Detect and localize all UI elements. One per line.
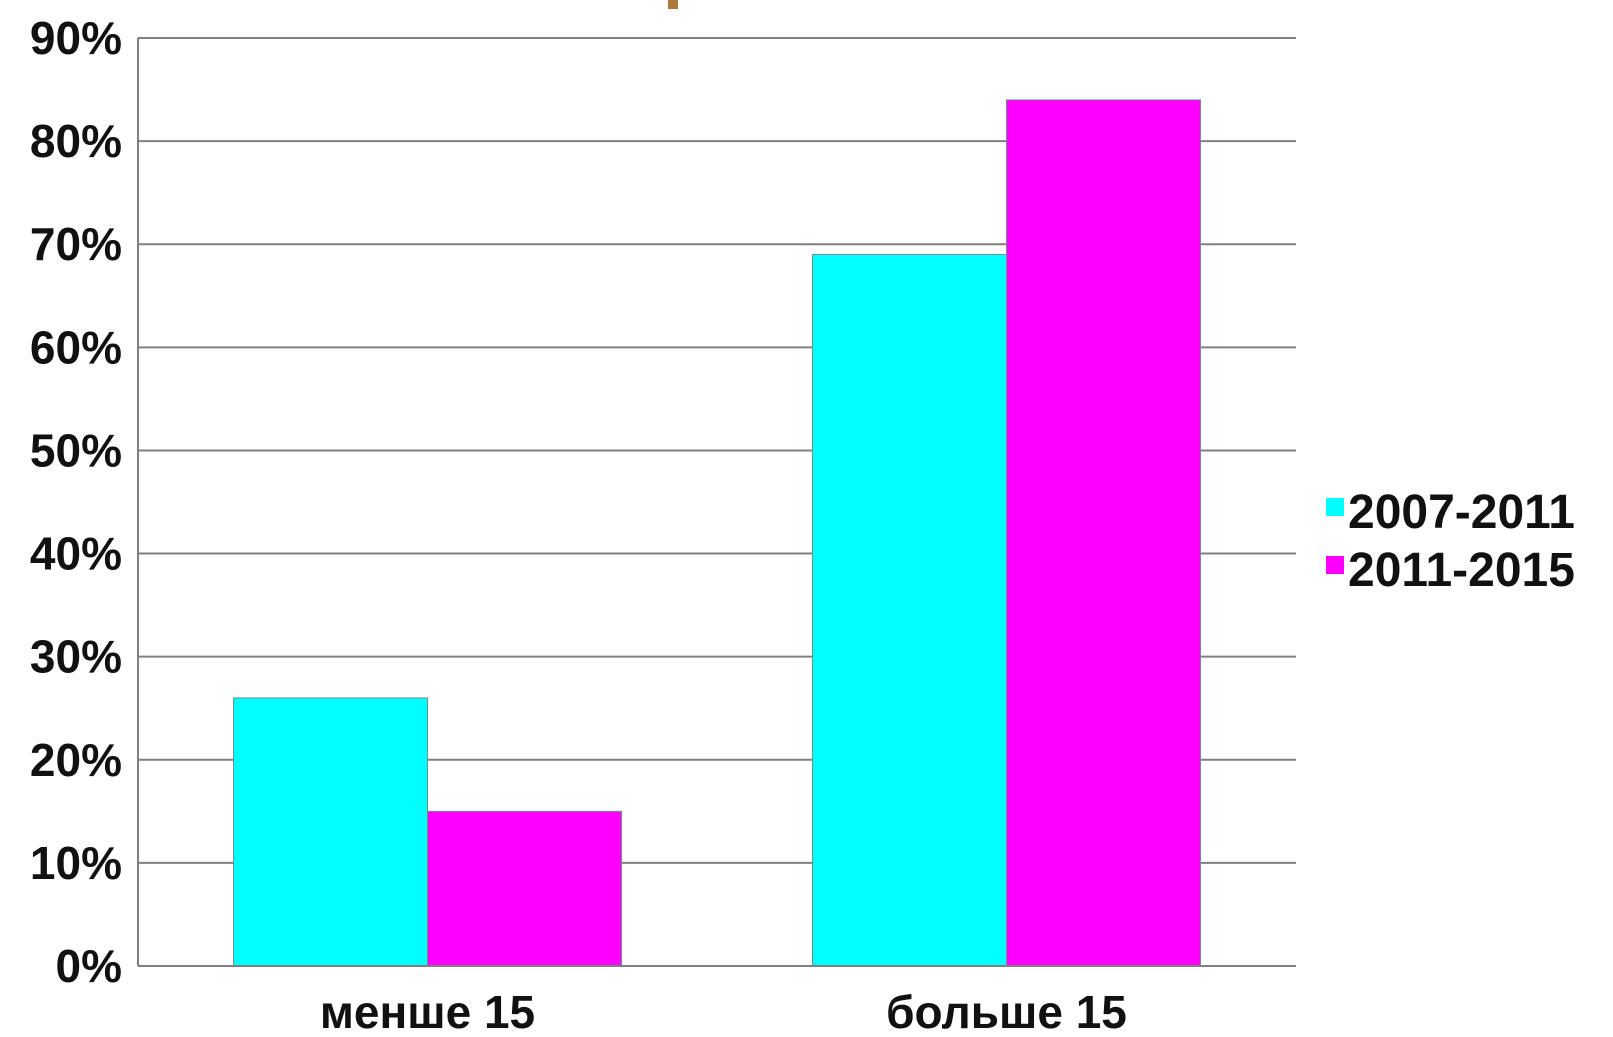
bars bbox=[233, 99, 1201, 967]
y-tick-label: 40% bbox=[30, 528, 122, 580]
bar-2011-2015-1 bbox=[427, 810, 622, 967]
legend-swatch bbox=[1326, 556, 1344, 574]
y-tick-label: 10% bbox=[30, 837, 122, 889]
y-tick-label: 0% bbox=[56, 940, 122, 992]
y-axis-tick-labels: 0% 10% 20% 30% 40% 50% 60% 70% 80% 90% bbox=[30, 12, 122, 992]
bar-2007-2011-1 bbox=[233, 697, 428, 967]
y-tick-label: 60% bbox=[30, 321, 122, 373]
x-category-label: менше 15 bbox=[320, 986, 535, 1037]
bar-2007-2011-2 bbox=[812, 254, 1007, 967]
y-tick-label: 50% bbox=[30, 424, 122, 476]
y-tick-label: 20% bbox=[30, 734, 122, 786]
bar-2011-2015-2 bbox=[1006, 99, 1201, 967]
y-tick-label: 70% bbox=[30, 218, 122, 270]
title-fragment bbox=[668, 0, 678, 9]
legend-swatch bbox=[1326, 498, 1344, 516]
y-tick-label: 90% bbox=[30, 12, 122, 64]
legend-label: 2007-2011 bbox=[1348, 486, 1575, 539]
y-tick-label: 30% bbox=[30, 631, 122, 683]
x-axis-category-labels: менше 15 больше 15 bbox=[320, 986, 1127, 1037]
y-tick-label: 80% bbox=[30, 115, 122, 167]
axes bbox=[137, 38, 1296, 967]
legend-label: 2011-2015 bbox=[1348, 544, 1575, 597]
x-category-label: больше 15 bbox=[886, 986, 1127, 1037]
